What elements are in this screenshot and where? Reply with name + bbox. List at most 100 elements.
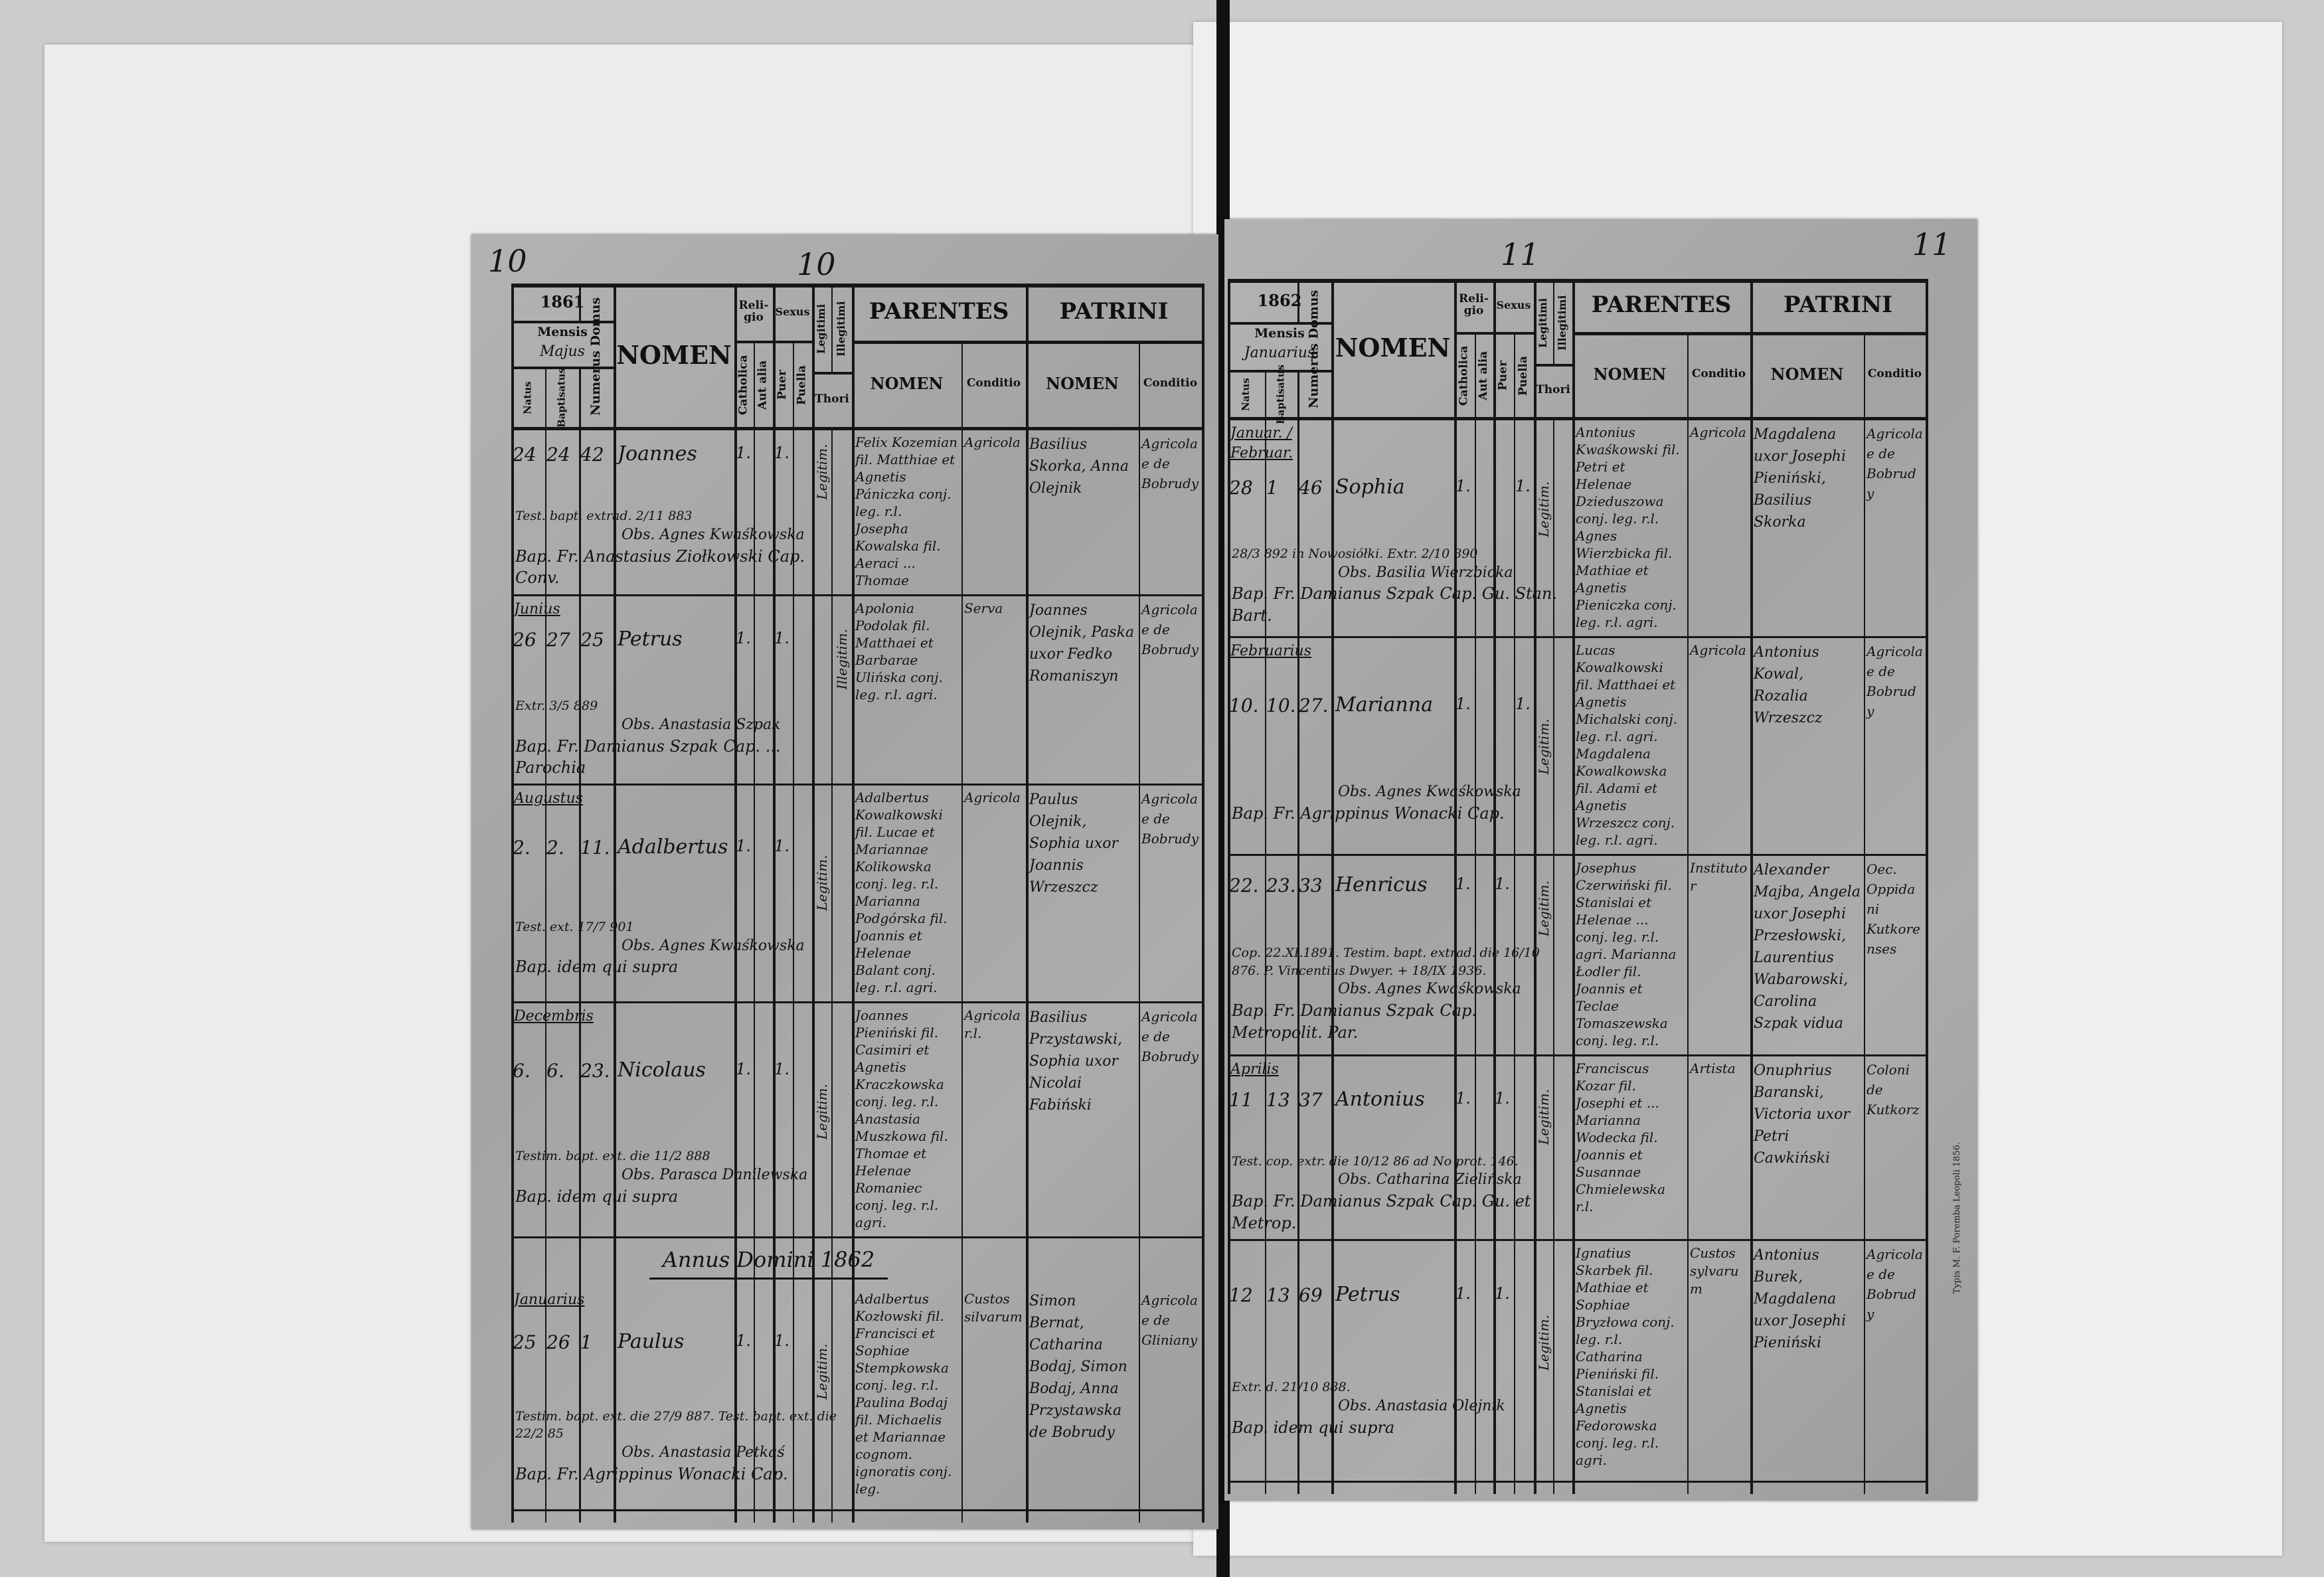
row-month: Aprilis xyxy=(1230,1061,1279,1078)
baptisatus-day: 6. xyxy=(546,1060,564,1082)
column-line xyxy=(831,284,833,372)
numerus-domus: 11. xyxy=(580,836,610,859)
child-name: Marianna xyxy=(1335,693,1433,717)
child-name: Antonius xyxy=(1335,1087,1425,1111)
child-name: Nicolaus xyxy=(618,1058,706,1082)
sexus-label: Sexus xyxy=(1496,298,1531,311)
row-month: Februarius xyxy=(1230,643,1311,659)
column-line xyxy=(1265,370,1266,1494)
row-rule xyxy=(1228,1054,1926,1056)
row-rule xyxy=(511,784,1202,786)
column-line xyxy=(579,284,581,321)
patrini-conditio: Agricolae de Bobrudy xyxy=(1141,436,1199,491)
natus-day: 24 xyxy=(513,443,537,465)
parentes-names: Adalbertus Kozłowski fil. Francisci et S… xyxy=(855,1290,952,1497)
religio-mark: 1. xyxy=(736,628,751,647)
record-footer: Extr. d. 21/10 888. Obs. Anastasia Olejni… xyxy=(1228,1376,1572,1474)
numerus-domus: 23. xyxy=(580,1060,610,1082)
column-line xyxy=(545,367,546,1523)
record-notes: 28/3 892 in Nowosiółki. Extr. 2/10 890 xyxy=(1232,546,1478,562)
patrini-conditio-label: Conditio xyxy=(1867,367,1922,381)
patrini-names: Alexander Majba, Angela uxor Josephi Prz… xyxy=(1754,862,1861,1032)
row-month: Januar. / Februar. xyxy=(1230,425,1293,461)
parentes-label: PARENTES xyxy=(1591,291,1732,319)
page-corner-number: 10 xyxy=(488,243,527,279)
parentes-conditio: Agricola r.l. xyxy=(964,1007,1021,1042)
row-month: Januarius xyxy=(514,1291,585,1308)
rule-line xyxy=(511,321,614,323)
baptizans-line: Bap. Fr. Damianus Szpak Cap. Gu. Stan. B… xyxy=(1232,584,1558,625)
obstetrix: Obs. Basilia Wierzbicka xyxy=(1338,564,1513,581)
natus-day: 25 xyxy=(513,1331,537,1353)
parentes-conditio-label: Conditio xyxy=(966,376,1021,390)
religio-mark: 1. xyxy=(1455,477,1471,496)
patrini-nomen-label: NOMEN xyxy=(1770,365,1844,384)
thori-mark: Legitim. xyxy=(813,855,830,911)
numerus-domus: 27. xyxy=(1299,695,1329,717)
thori-label: Thori xyxy=(815,392,849,406)
parentes-names: Felix Kozemian fil. Matthiae et Agnetis … xyxy=(855,434,958,588)
column-line xyxy=(793,341,794,1523)
column-line xyxy=(1687,332,1689,1494)
parentes-conditio: Agricola xyxy=(964,434,1021,450)
natus-day: 12 xyxy=(1229,1284,1253,1306)
obstetrix: Obs. Anastasia Szpak xyxy=(622,716,781,733)
baptisatus-day: 2. xyxy=(546,836,564,859)
patrini-conditio: Agricolae de Gliniany xyxy=(1141,1291,1198,1348)
parentes-conditio: Artista xyxy=(1690,1060,1736,1076)
column-line xyxy=(1228,279,1230,1494)
column-line xyxy=(734,284,737,1523)
patrini-names: Basilius Przystawski, Sophia uxor Nicola… xyxy=(1029,1009,1123,1114)
baptizans-line: Bap. Fr. Anastasius Ziołkowski Cap. Conv… xyxy=(515,546,805,588)
parentes-names: Joannes Pieniński fil. Casimiri et Agnet… xyxy=(855,1007,948,1231)
natus-day: 2. xyxy=(513,836,531,859)
patrini-conditio: Agricolae de Bobrudy xyxy=(1141,602,1199,657)
thori-mark: Legitim. xyxy=(813,444,830,500)
row-month: Junius xyxy=(514,601,560,618)
row-month: Augustus xyxy=(514,790,583,807)
illegitimi-label: Illegitimi xyxy=(835,301,848,357)
page-number: 10 xyxy=(797,246,836,282)
numerus-domus: 25 xyxy=(580,628,604,651)
patrini-names: Basilius Skorka, Anna Olejnik xyxy=(1029,436,1129,497)
thori-mark: Legitim. xyxy=(813,1084,830,1140)
column-line xyxy=(1454,279,1457,1494)
record-footer: Cop. 22.XI.1891. Testim. bapt. extrad. d… xyxy=(1228,942,1572,1054)
column-line xyxy=(1572,279,1575,1494)
religio-mark: 1. xyxy=(1455,874,1471,894)
parentes-names: Antonius Kwaśkowski fil. Petri et Helena… xyxy=(1576,424,1680,630)
patrini-names: Simon Bernat, Catharina Bodaj, Simon Bod… xyxy=(1029,1292,1127,1441)
puella-label: Puella xyxy=(1517,356,1531,396)
record-notes: Test. bapt. extrad. 2/11 883 xyxy=(515,509,693,524)
baptizans-line: Bap. Fr. Damianus Szpak Cap. Gu. et Metr… xyxy=(1232,1192,1531,1232)
rule-line xyxy=(511,284,1202,288)
baptizans-line: Bap. Fr. Agrippinus Wonacki Cap. xyxy=(515,1464,788,1483)
column-line xyxy=(1026,284,1029,1523)
sexus-mark: 1. xyxy=(774,836,789,855)
obstetrix: Obs. Anastasia Olejnik xyxy=(1338,1397,1505,1414)
religio-label: Reli-gio xyxy=(1459,292,1489,317)
patrini-conditio: Coloni de Kutkorz xyxy=(1867,1062,1920,1118)
rule-line xyxy=(1026,341,1202,344)
thori-mark: Legitim. xyxy=(1535,718,1552,775)
record-notes: Extr. 3/5 889 xyxy=(515,699,598,714)
numerus-domus: 33 xyxy=(1299,874,1323,897)
patrini-names: Magdalena uxor Josephi Pieniński, Basili… xyxy=(1754,426,1846,531)
parentes-names: Ignatius Skarbek fil. Mathiae et Sophiae… xyxy=(1576,1244,1675,1468)
register-table-body: 24 24 42 Joannes 1. 1. Legitim. Test. bapt. ext… xyxy=(511,428,1202,1503)
child-name: Petrus xyxy=(1335,1282,1400,1306)
legitimi-label: Legitimi xyxy=(815,303,828,355)
sexus-mark: 1. xyxy=(1495,874,1510,894)
month-name: Majus xyxy=(540,343,585,360)
sexus-mark: 1. xyxy=(1495,1284,1510,1303)
column-line xyxy=(1202,284,1204,1523)
row-rule xyxy=(511,594,1202,596)
numerus-domus-label: Numerus Domus xyxy=(1306,290,1321,409)
column-line xyxy=(1553,417,1554,1494)
sexus-mark: 1. xyxy=(1515,695,1531,714)
column-line xyxy=(831,427,833,1523)
patrini-names: Joannes Olejnik, Paska uxor Fedko Romani… xyxy=(1029,602,1135,685)
religio-mark: 1. xyxy=(1455,695,1471,714)
natus-day: 22. xyxy=(1229,874,1259,897)
rule-line xyxy=(812,372,852,374)
